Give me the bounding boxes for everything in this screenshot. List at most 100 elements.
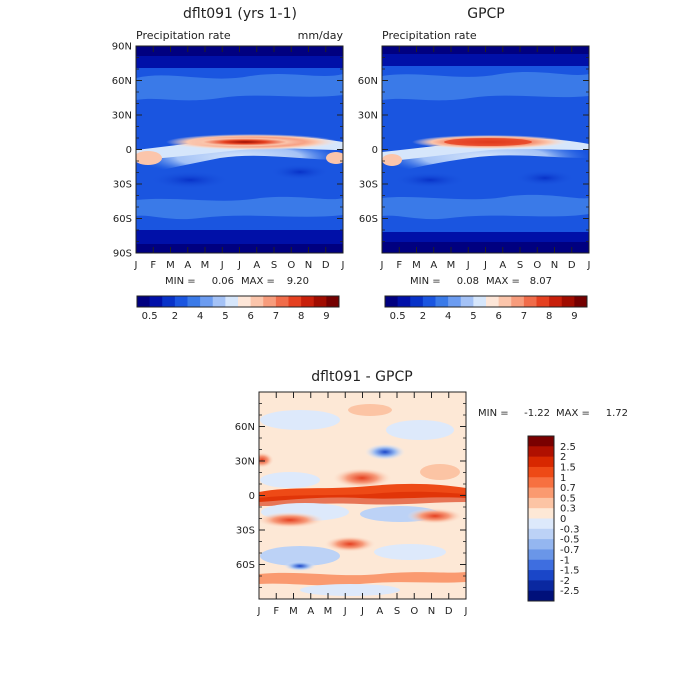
x-tick-label: A bbox=[184, 260, 191, 271]
colorbar-label: 1 bbox=[560, 473, 566, 484]
x-tick-label: A bbox=[253, 260, 260, 271]
x-tick-label: M bbox=[289, 606, 298, 617]
x-tick-label: F bbox=[150, 260, 156, 271]
panel-diff-min-value: -1.22 bbox=[524, 408, 550, 419]
colorbar-swatch bbox=[536, 296, 550, 307]
colorbar-swatch bbox=[528, 570, 554, 581]
panel-model-title: dflt091 (yrs 1-1) bbox=[183, 6, 297, 22]
colorbar-label: 4 bbox=[197, 311, 203, 322]
colorbar-swatch bbox=[528, 436, 554, 447]
x-tick-label: J bbox=[134, 260, 138, 271]
colorbar-label: 7 bbox=[521, 311, 527, 322]
colorbar-label: 5 bbox=[470, 311, 476, 322]
x-tick-label: J bbox=[587, 260, 591, 271]
y-tick-label: 30N bbox=[112, 111, 132, 122]
x-tick-label: J bbox=[380, 260, 384, 271]
panel-diff-max-value: 1.72 bbox=[606, 408, 628, 419]
y-tick-label: 30S bbox=[236, 526, 255, 537]
x-tick-label: O bbox=[287, 260, 295, 271]
x-tick-label: N bbox=[305, 260, 312, 271]
colorbar-swatch bbox=[528, 466, 554, 478]
colorbar-label: 1.5 bbox=[560, 462, 576, 473]
panel-gpcp-title: GPCP bbox=[467, 6, 505, 22]
y-tick-label: 60N bbox=[358, 76, 378, 87]
colorbar-swatch bbox=[498, 296, 512, 307]
colorbar-label: 0.5 bbox=[560, 493, 576, 504]
x-tick-label: J bbox=[343, 606, 347, 617]
panel-model: dflt091 (yrs 1-1) Precipitation rate mm/… bbox=[112, 6, 345, 322]
colorbar-swatch bbox=[528, 559, 554, 571]
panel-model-field bbox=[136, 46, 343, 253]
colorbar-label: -2 bbox=[560, 576, 570, 587]
colorbar-label: -2.5 bbox=[560, 586, 580, 597]
x-tick-label: J bbox=[483, 260, 487, 271]
y-tick-label: 90N bbox=[112, 42, 132, 53]
colorbar-label: 2 bbox=[560, 452, 566, 463]
colorbar-swatch bbox=[250, 296, 264, 307]
colorbar-swatch bbox=[174, 296, 188, 307]
panel-gpcp-subtitle: Precipitation rate bbox=[382, 29, 477, 42]
y-tick-label: 60S bbox=[113, 214, 132, 225]
x-tick-label: O bbox=[533, 260, 541, 271]
x-tick-label: A bbox=[307, 606, 314, 617]
y-tick-label: 60S bbox=[359, 214, 378, 225]
colorbar-label: 5 bbox=[222, 311, 228, 322]
y-tick-label: 0 bbox=[126, 145, 132, 156]
x-tick-label: J bbox=[341, 260, 345, 271]
colorbar-label: -1 bbox=[560, 555, 570, 566]
colorbar-label: -0.3 bbox=[560, 524, 580, 535]
colorbar-swatch bbox=[187, 296, 201, 307]
colorbar-swatch bbox=[460, 296, 474, 307]
panel-diff-y-ticks: 60N 30N 0 30S 60S bbox=[235, 391, 466, 600]
colorbar-label: 0.3 bbox=[560, 504, 576, 515]
colorbar-swatch bbox=[528, 518, 554, 530]
panel-diff-field bbox=[259, 392, 466, 599]
colorbar-label: 6 bbox=[247, 311, 253, 322]
colorbar-swatch bbox=[162, 296, 176, 307]
panel-model-subtitle: Precipitation rate bbox=[136, 29, 231, 42]
colorbar-swatch bbox=[200, 296, 214, 307]
colorbar-swatch bbox=[549, 296, 563, 307]
colorbar-frame bbox=[136, 295, 340, 308]
panel-gpcp-stats: MIN = 0.08 MAX = 8.07 bbox=[410, 276, 552, 287]
colorbar-swatch bbox=[225, 296, 239, 307]
colorbar-label: -0.7 bbox=[560, 545, 580, 556]
panel-diff-title: dflt091 - GPCP bbox=[311, 369, 412, 385]
colorbar-swatch bbox=[288, 296, 302, 307]
colorbar-swatch bbox=[528, 580, 554, 592]
colorbar-label: 2 bbox=[420, 311, 426, 322]
colorbar-swatch bbox=[561, 296, 575, 307]
y-tick-label: 30N bbox=[358, 111, 378, 122]
colorbar-swatch bbox=[275, 296, 289, 307]
x-tick-label: A bbox=[376, 606, 383, 617]
x-tick-label: S bbox=[394, 606, 400, 617]
colorbar-swatch bbox=[313, 296, 327, 307]
x-tick-label: D bbox=[322, 260, 330, 271]
x-tick-label: O bbox=[410, 606, 418, 617]
panel-model-stats: MIN = 0.06 MAX = 9.20 bbox=[165, 276, 309, 287]
x-tick-label: J bbox=[257, 606, 261, 617]
colorbar-swatch bbox=[397, 296, 411, 307]
colorbar-label: -1.5 bbox=[560, 566, 580, 577]
x-tick-label: M bbox=[447, 260, 456, 271]
x-tick-label: J bbox=[464, 606, 468, 617]
colorbar-swatch bbox=[528, 446, 554, 458]
x-tick-label: S bbox=[271, 260, 277, 271]
colorbar-swatch bbox=[528, 456, 554, 468]
colorbar-swatch bbox=[326, 296, 340, 307]
panel-model-y-ticks: 90N 60N 30N 0 30S 60S 90S bbox=[112, 42, 343, 260]
panel-gpcp-max-label: MAX = bbox=[486, 276, 520, 287]
x-tick-label: D bbox=[568, 260, 576, 271]
colorbar-swatch bbox=[528, 549, 554, 561]
colorbar-swatch bbox=[385, 296, 399, 307]
x-tick-label: J bbox=[360, 606, 364, 617]
panel-diff-colorbar: 2.521.510.70.50.30-0.3-0.5-0.7-1-1.5-2-2… bbox=[527, 435, 580, 602]
colorbar-swatch bbox=[137, 296, 151, 307]
y-tick-label: 60N bbox=[235, 422, 255, 433]
x-tick-label: S bbox=[517, 260, 523, 271]
colorbar-label: 9 bbox=[323, 311, 329, 322]
